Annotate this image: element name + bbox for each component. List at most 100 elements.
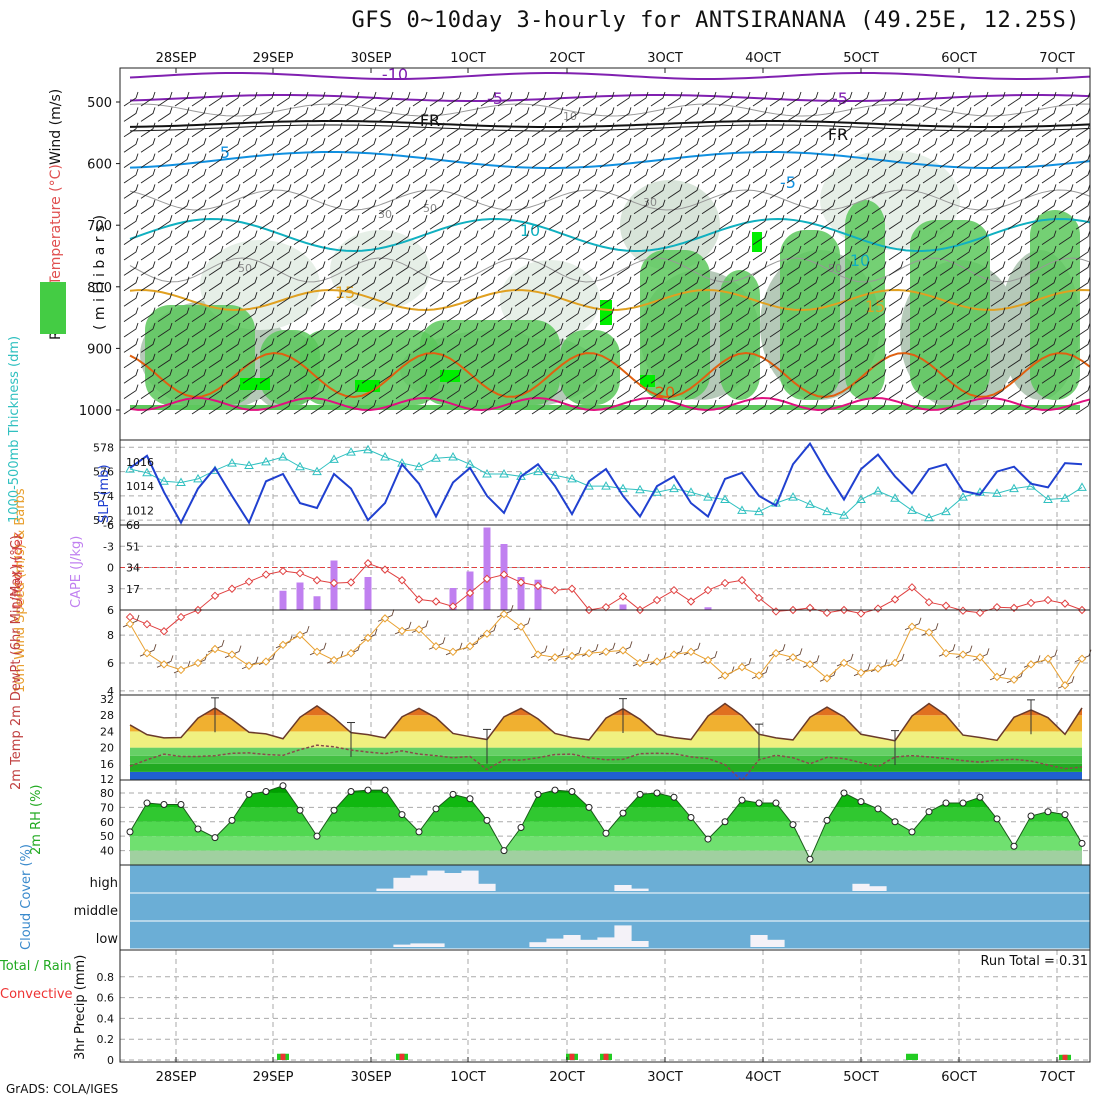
wind-speed-line-marker (533, 650, 543, 659)
wind-barb (786, 107, 802, 122)
wind-barb (480, 107, 496, 122)
wind-barb (769, 261, 785, 276)
wind-barb (973, 138, 989, 153)
wind-barb (752, 153, 768, 168)
wind-barb (990, 399, 1006, 415)
cape-bar (483, 527, 491, 610)
wind-barb (565, 153, 581, 168)
rh-marker (721, 818, 729, 826)
rh-marker (585, 803, 593, 811)
wind-barb (939, 261, 955, 276)
wind-barb (888, 276, 904, 292)
wind-barb (956, 184, 972, 199)
wind-barb (905, 107, 921, 122)
wind-barb (837, 307, 853, 322)
wind-barb (922, 276, 938, 292)
wind-barb (939, 276, 955, 292)
wind-barb (888, 107, 904, 122)
contour-label: FR (420, 111, 440, 130)
wind-barb (905, 230, 921, 245)
wind-barb (174, 199, 190, 215)
wind-barb (446, 322, 462, 338)
lifted-index-line-marker (1043, 595, 1053, 605)
wind-speed-line-marker (1043, 654, 1053, 663)
wind-barb (718, 107, 734, 122)
y-tick-label: 700 (87, 219, 112, 234)
wind-barb (990, 369, 1006, 384)
wind-barb (395, 245, 411, 261)
wind-barb (344, 245, 360, 261)
wind-barb (735, 168, 751, 184)
wind-barb (463, 153, 479, 168)
wind-barb (344, 338, 360, 353)
wind-barb (565, 399, 581, 415)
wind-barb (293, 322, 309, 338)
wind-barb (599, 168, 615, 184)
wind-speed-line-marker (1060, 681, 1070, 690)
wind-barb (769, 338, 785, 353)
wind-barb (1041, 230, 1057, 245)
wind-barb (1007, 399, 1023, 415)
wind-barb (480, 91, 496, 107)
temp-ylabel-group: 2m Temp 2m DewPt (6hr Min/Max) (°C) (9, 535, 24, 790)
wind-barb (293, 307, 309, 322)
wind-barb (276, 261, 292, 276)
y-tick-label: 8 (107, 629, 114, 642)
wind-barb (327, 153, 343, 168)
wind-barb (990, 353, 1006, 369)
wind-barb (310, 292, 326, 307)
y-tick-label: 28 (100, 709, 114, 722)
thickness-line-marker (414, 461, 424, 471)
wind-barb (293, 399, 309, 415)
wind-barb (820, 91, 836, 107)
wind-barb (837, 292, 853, 307)
wind-barb (1075, 199, 1091, 215)
y-tick-label: 12 (100, 773, 114, 786)
wind-barb (905, 384, 921, 399)
wind-barb (922, 91, 938, 107)
wind-barb (837, 168, 853, 184)
wind-barb (395, 338, 411, 353)
wind-barb (820, 122, 836, 138)
wind-barb (1007, 245, 1023, 261)
wind-barb (871, 230, 887, 245)
lifted-index-line-marker (601, 602, 611, 612)
wind-barb (497, 322, 513, 338)
wind-barb (1041, 369, 1057, 384)
wind-barb (803, 245, 819, 261)
wind-barb (803, 384, 819, 399)
wind-barb (395, 307, 411, 322)
wind-barb (939, 369, 955, 384)
wind-barb (276, 369, 292, 384)
contour-label: 10 (850, 251, 870, 270)
cape-bar (517, 577, 525, 610)
wind-barb (327, 168, 343, 184)
wind-barb (191, 138, 207, 153)
rh-marker (908, 828, 916, 836)
wind-barb (548, 91, 564, 107)
wind-barb (548, 369, 564, 384)
wind-barb (327, 199, 343, 215)
thickness-line (129, 449, 1083, 519)
y-tick-label: 51 (126, 540, 140, 553)
wind-barb (786, 153, 802, 168)
wind-barb (480, 369, 496, 384)
wind-barb (463, 245, 479, 261)
wind-barb (1024, 276, 1040, 292)
wind-barb (174, 168, 190, 184)
wind-barb (956, 399, 972, 415)
rh-marker (245, 790, 253, 798)
date-label-bottom: 1OCT (450, 1070, 486, 1085)
y-tick-label: 500 (87, 96, 112, 111)
wind-barb (446, 184, 462, 199)
wind-barb (548, 122, 564, 138)
wind-barb (327, 230, 343, 245)
wind-barb (463, 122, 479, 138)
rh-marker (857, 798, 865, 806)
wind-barb (565, 122, 581, 138)
rh-marker (466, 795, 474, 803)
wind-barb (463, 230, 479, 245)
wind-speed-line-marker (992, 672, 1002, 682)
date-label-top: 3OCT (647, 51, 683, 66)
y-tick-label: -3 (103, 540, 114, 553)
